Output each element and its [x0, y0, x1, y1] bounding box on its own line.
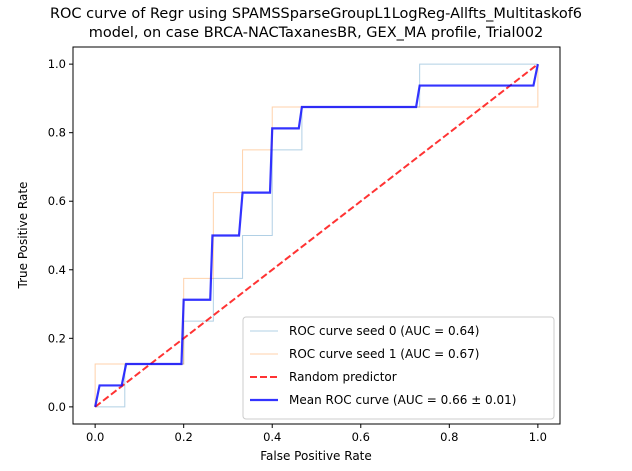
y-axis-ticks: 0.0 0.2 0.4 0.6 0.8 1.0	[48, 57, 73, 414]
legend-label-1: ROC curve seed 1 (AUC = 0.67)	[289, 347, 479, 361]
y-tick-label-3: 0.6	[48, 194, 66, 208]
legend-label-3: Mean ROC curve (AUC = 0.66 ± 0.01)	[289, 393, 516, 407]
x-tick-label-0: 0.0	[86, 430, 104, 444]
series-line-2	[94, 63, 539, 408]
y-tick-label-1: 0.2	[48, 331, 66, 345]
x-axis-label: False Positive Rate	[260, 449, 372, 463]
legend: ROC curve seed 0 (AUC = 0.64) ROC curve s…	[242, 316, 555, 420]
y-tick-label-0: 0.0	[48, 400, 66, 414]
x-tick-label-1: 0.2	[175, 430, 193, 444]
plot-lines	[94, 63, 539, 408]
x-tick-label-5: 1.0	[529, 430, 547, 444]
x-axis-ticks: 0.0 0.2 0.4 0.6 0.8 1.0	[86, 424, 547, 444]
y-axis-label: True Positive Rate	[16, 182, 30, 290]
y-tick-label-2: 0.4	[48, 263, 66, 277]
x-tick-label-4: 0.8	[440, 430, 458, 444]
legend-box	[242, 316, 555, 420]
y-tick-label-5: 1.0	[48, 57, 66, 71]
legend-label-0: ROC curve seed 0 (AUC = 0.64)	[289, 324, 479, 338]
chart-title-line1: ROC curve of Regr using SPAMSSparseGroup…	[50, 6, 582, 22]
y-tick-label-4: 0.8	[48, 126, 66, 140]
x-tick-label-3: 0.6	[352, 430, 370, 444]
legend-label-2: Random predictor	[289, 370, 397, 384]
chart-title-line2: model, on case BRCA-NACTaxanesBR, GEX_MA…	[89, 25, 544, 41]
series-line-3	[94, 63, 539, 408]
x-tick-label-2: 0.4	[263, 430, 281, 444]
plot-area-frame	[72, 46, 561, 425]
